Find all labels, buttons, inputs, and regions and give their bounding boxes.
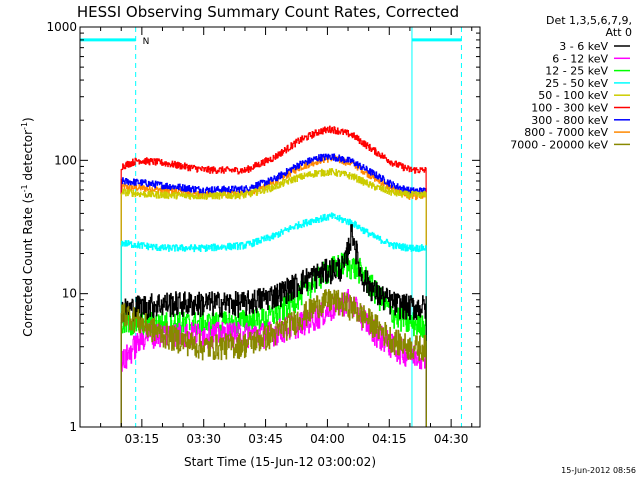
- legend-label-8: 7000 - 20000 keV: [510, 138, 608, 151]
- legend-header-detectors: Det 1,3,5,6,7,9,: [546, 14, 632, 27]
- flag-label: N: [143, 37, 150, 47]
- series-line-6: [120, 153, 427, 428]
- legend-label-4: 50 - 100 keV: [538, 89, 608, 102]
- y-axis-label-exp-1: -1: [20, 184, 29, 192]
- plot-area: N: [79, 27, 462, 428]
- y-axis-label-end: ): [21, 117, 35, 122]
- chart-title: HESSI Observing Summary Count Rates, Cor…: [77, 3, 459, 21]
- series-line-4: [120, 168, 427, 428]
- y-tick-label-2: 100: [54, 153, 77, 167]
- legend-label-3: 25 - 50 keV: [545, 77, 608, 90]
- legend-label-2: 12 - 25 keV: [545, 65, 608, 78]
- series-line-5: [120, 125, 427, 428]
- x-tick-label-4: 04:15: [372, 432, 407, 446]
- footer-timestamp: 15-Jun-2012 08:56: [561, 466, 636, 475]
- y-axis-label-middle: detector: [21, 130, 35, 185]
- legend-label-1: 6 - 12 keV: [552, 52, 608, 65]
- x-tick-label-0: 03:15: [125, 432, 160, 446]
- legend-label-0: 3 - 6 keV: [559, 40, 608, 53]
- y-axis: 1 10 100 1000: [46, 20, 480, 434]
- x-tick-label-5: 04:30: [434, 432, 469, 446]
- legend-label-6: 300 - 800 keV: [531, 114, 608, 127]
- x-tick-label-3: 04:00: [310, 432, 345, 446]
- series-line-8: [120, 289, 427, 428]
- x-tick-label-1: 03:30: [186, 432, 221, 446]
- y-axis-label-exp-2: -1: [20, 122, 29, 130]
- series-line-3: [120, 212, 427, 428]
- series-line-0: [120, 224, 427, 428]
- plot-frame: [79, 26, 481, 428]
- x-axis-label: Start Time (15-Jun-12 03:00:02): [184, 455, 376, 469]
- y-tick-label-1: 10: [62, 287, 77, 301]
- y-axis-label-main: Corrected Count Rate (s: [21, 192, 35, 336]
- legend-label-7: 800 - 7000 keV: [524, 126, 608, 139]
- x-axis: 03:15 03:30 03:45 04:00 04:15 04:30: [100, 27, 473, 446]
- y-axis-label: Corrected Count Rate (s-1 detector-1): [20, 117, 35, 336]
- legend-header-attenuator: Att 0: [606, 26, 632, 39]
- x-tick-label-2: 03:45: [248, 432, 283, 446]
- legend-label-5: 100 - 300 keV: [531, 102, 608, 115]
- y-tick-label-3: 1000: [46, 20, 77, 34]
- y-tick-label-0: 1: [69, 420, 77, 434]
